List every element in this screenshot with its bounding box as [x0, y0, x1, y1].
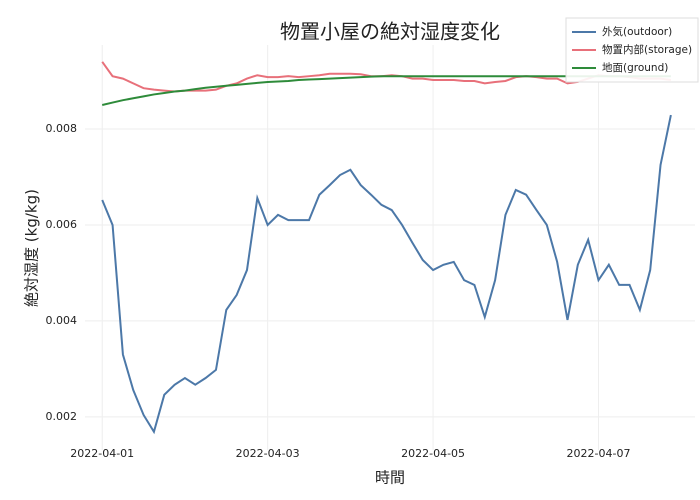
legend-label: 外気(outdoor): [602, 25, 672, 38]
x-tick-label: 2022-04-01: [70, 447, 134, 460]
y-tick-label: 0.008: [46, 122, 78, 135]
x-tick-label: 2022-04-07: [567, 447, 631, 460]
y-tick-label: 0.004: [46, 314, 78, 327]
x-tick-label: 2022-04-03: [236, 447, 300, 460]
data-line: [101, 114, 672, 435]
y-axis-label: 絶対湿度 (kg/kg): [23, 189, 41, 307]
x-tick-label: 2022-04-05: [401, 447, 465, 460]
y-tick-label: 0.006: [46, 218, 78, 231]
x-axis-label: 時間: [375, 469, 405, 487]
y-tick-label: 0.002: [46, 410, 78, 423]
legend-box: [565, 17, 699, 83]
chart-title: 物置小屋の絶対湿度変化: [280, 20, 500, 44]
legend-label: 地面(ground): [602, 61, 668, 74]
legend-label: 物置内部(storage): [602, 43, 692, 56]
